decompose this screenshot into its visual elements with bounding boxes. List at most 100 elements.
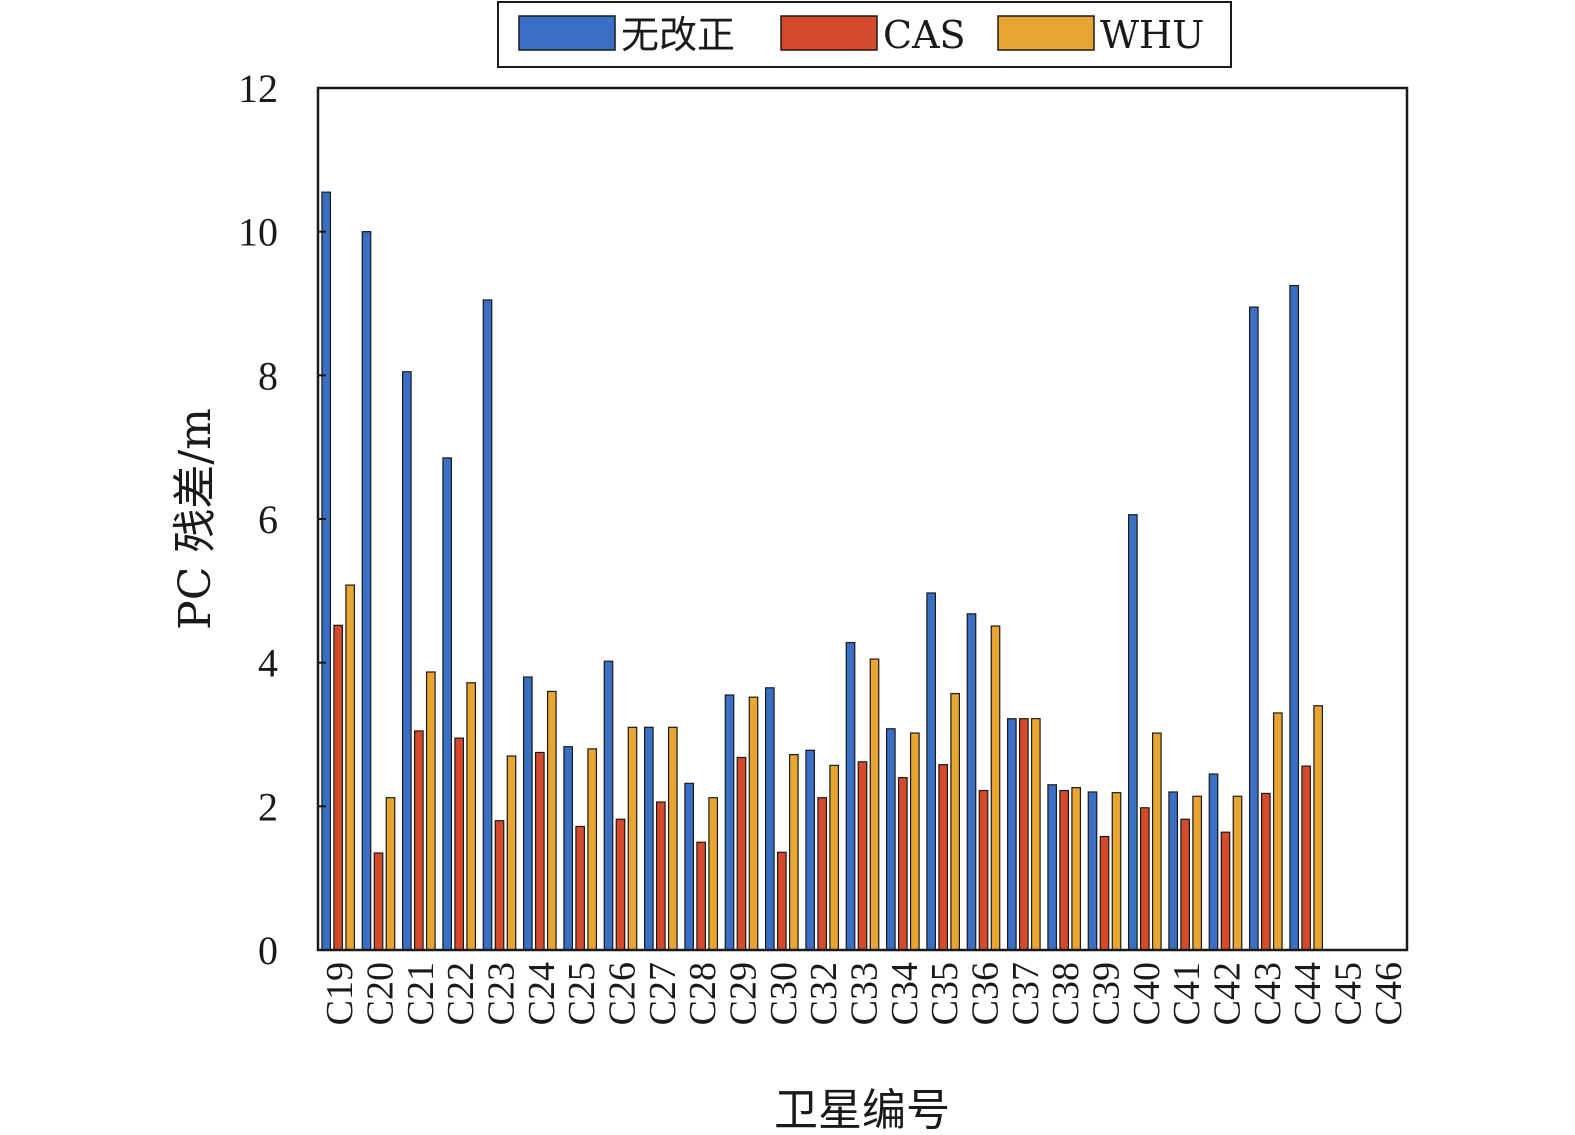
y-tick-label: 4: [258, 641, 278, 686]
bar-C40-series-2: [1139, 807, 1150, 951]
bar-C32-series-1: [805, 749, 816, 951]
bar-C26-series-2: [615, 818, 626, 951]
bar-C33-series-1: [845, 641, 856, 951]
x-tick-label: C28: [682, 962, 724, 1025]
bar-C32-series-3: [829, 764, 840, 951]
bar-C32-series-2: [817, 797, 828, 951]
legend-swatch-2: [780, 15, 878, 51]
bar-C37-series-3: [1030, 718, 1041, 951]
bar-C40-series-1: [1127, 514, 1138, 951]
bar-C26-series-1: [603, 660, 614, 951]
x-tick-label: C32: [803, 962, 845, 1025]
bar-C23-series-2: [494, 820, 505, 951]
bar-C34-series-3: [909, 732, 920, 951]
bar-C43-series-2: [1260, 792, 1271, 951]
x-tick-label: C20: [360, 962, 402, 1025]
bar-C38-series-2: [1059, 789, 1070, 951]
bar-C39-series-1: [1087, 791, 1098, 951]
x-tick-label: C42: [1207, 962, 1249, 1025]
bar-C39-series-2: [1099, 835, 1110, 951]
x-tick-label: C44: [1287, 962, 1329, 1025]
bar-C22-series-3: [466, 682, 477, 951]
bar-C26-series-3: [627, 726, 638, 951]
bar-C24-series-3: [546, 690, 557, 951]
bar-C34-series-2: [897, 776, 908, 951]
x-tick-label: C26: [602, 962, 644, 1025]
bar-C40-series-3: [1151, 732, 1162, 951]
legend-label-1: 无改正: [621, 13, 735, 57]
bar-C41-series-2: [1180, 818, 1191, 951]
bar-C44-series-2: [1301, 765, 1312, 951]
x-tick-label: C40: [1126, 962, 1168, 1025]
legend-label-3: WHU: [1100, 13, 1204, 57]
bar-C27-series-1: [643, 726, 654, 951]
legend-label-2: CAS: [883, 13, 966, 57]
bar-C38-series-3: [1071, 787, 1082, 951]
bar-C20-series-2: [373, 852, 384, 951]
x-tick-label: C45: [1328, 962, 1370, 1025]
bar-C28-series-3: [708, 797, 719, 951]
bar-C29-series-1: [724, 694, 735, 951]
x-tick-label: C46: [1368, 962, 1410, 1025]
x-tick-label: C41: [1166, 962, 1208, 1025]
y-axis: 0 2 4 6 8 10 12: [238, 66, 326, 973]
x-tick-label: C24: [521, 962, 563, 1025]
legend: 无改正 CAS WHU: [497, 1, 1232, 68]
bar-C29-series-3: [748, 696, 759, 951]
x-tick-label: C21: [400, 962, 442, 1025]
y-tick-label: 10: [238, 210, 278, 255]
x-tick-label: C19: [319, 962, 361, 1025]
x-tick-label: C33: [844, 962, 886, 1025]
x-tick-label: C38: [1045, 962, 1087, 1025]
bar-C28-series-1: [684, 782, 695, 951]
bars-layer: [321, 191, 1324, 951]
bar-C21-series-3: [425, 671, 436, 951]
y-tick-label: 0: [258, 928, 278, 973]
bar-C25-series-3: [587, 748, 598, 951]
bar-C22-series-1: [442, 457, 453, 951]
bar-C43-series-3: [1272, 712, 1283, 951]
x-tick-label: C23: [481, 962, 523, 1025]
bar-C29-series-2: [736, 756, 747, 951]
bar-C33-series-3: [869, 658, 880, 951]
bar-C42-series-2: [1220, 831, 1231, 951]
bar-C24-series-1: [522, 676, 533, 951]
x-tick-label: C37: [1005, 962, 1047, 1025]
bar-C36-series-1: [966, 613, 977, 951]
bar-C23-series-3: [506, 755, 517, 951]
bar-C30-series-1: [764, 687, 775, 951]
y-tick-label: 6: [258, 497, 278, 542]
bar-C23-series-1: [482, 299, 493, 951]
x-tick-label: C30: [763, 962, 805, 1025]
x-tick-label: C35: [924, 962, 966, 1025]
bar-C19-series-2: [333, 624, 344, 951]
bar-C20-series-1: [361, 231, 372, 951]
x-tick-label: C43: [1247, 962, 1289, 1025]
bar-C25-series-1: [563, 746, 574, 951]
bar-C21-series-1: [401, 371, 412, 951]
x-tick-label: C36: [965, 962, 1007, 1025]
bar-C22-series-2: [454, 737, 465, 951]
bar-C21-series-2: [413, 730, 424, 951]
legend-swatch-1: [518, 15, 616, 51]
bar-C20-series-3: [385, 797, 396, 951]
bar-C38-series-1: [1047, 784, 1058, 951]
x-tick-label: C29: [723, 962, 765, 1025]
bar-C44-series-3: [1313, 705, 1324, 951]
bar-C24-series-2: [534, 751, 545, 951]
x-tick-label: C27: [642, 962, 684, 1025]
bar-C42-series-1: [1208, 773, 1219, 951]
bar-C28-series-2: [696, 841, 707, 951]
bar-C41-series-1: [1168, 791, 1179, 951]
bar-C42-series-3: [1232, 795, 1243, 951]
bar-C35-series-3: [950, 692, 961, 951]
bar-C37-series-1: [1006, 718, 1017, 951]
bar-C30-series-2: [776, 851, 787, 951]
bar-C34-series-1: [885, 728, 896, 951]
bar-C27-series-3: [667, 726, 678, 951]
bar-C19-series-1: [321, 191, 332, 951]
bar-C43-series-1: [1248, 306, 1259, 951]
bar-C19-series-3: [345, 584, 356, 951]
y-tick-label: 8: [258, 353, 278, 398]
